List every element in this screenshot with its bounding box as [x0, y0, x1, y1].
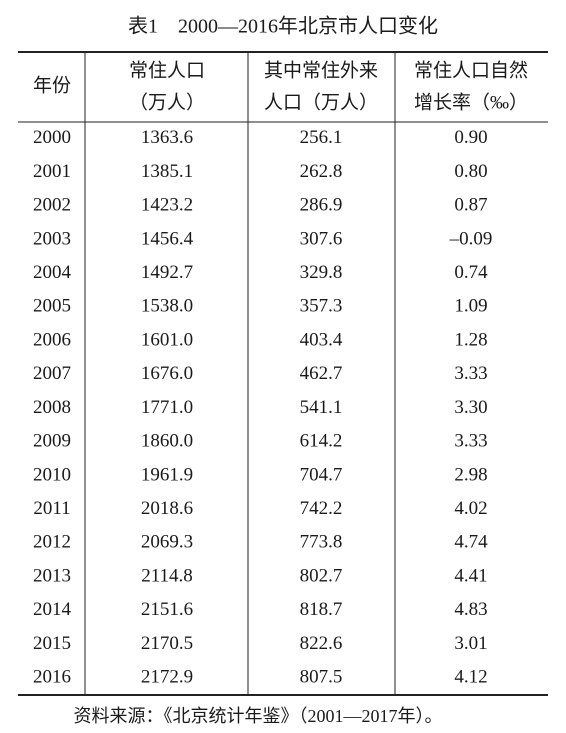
- year-cell: 2005: [33, 296, 71, 317]
- data-cell: 742.2: [300, 498, 343, 519]
- year-cell: 2007: [33, 363, 71, 384]
- year-cell: 2016: [33, 667, 71, 688]
- data-cell: 1.09: [454, 296, 487, 317]
- data-cell: 2018.6: [141, 498, 193, 519]
- data-cell: 1.28: [454, 329, 487, 350]
- data-cell: 818.7: [300, 599, 343, 620]
- data-cell: 1423.2: [141, 195, 193, 216]
- data-cell: 286.9: [300, 195, 343, 216]
- year-cell: 2001: [33, 161, 71, 182]
- data-cell: 807.5: [300, 667, 343, 688]
- header-cell: 常住人口自然: [414, 59, 528, 81]
- data-cell: 3.30: [454, 397, 487, 418]
- data-cell: 0.74: [454, 262, 488, 283]
- year-cell: 2011: [33, 498, 70, 519]
- data-cell: 704.7: [300, 464, 343, 485]
- year-cell: 2013: [33, 565, 71, 586]
- data-cell: 614.2: [300, 431, 343, 452]
- data-cell: 462.7: [300, 363, 343, 384]
- data-cell: –0.09: [449, 228, 493, 249]
- data-cell: 1492.7: [141, 262, 193, 283]
- data-cell: 3.01: [454, 633, 487, 654]
- data-cell: 1385.1: [141, 161, 193, 182]
- year-cell: 2002: [33, 195, 71, 216]
- data-cell: 773.8: [300, 532, 343, 553]
- header-cell: 增长率（‰）: [414, 91, 528, 113]
- year-cell: 2014: [33, 599, 72, 620]
- header-cell: 其中常住外来: [264, 59, 378, 81]
- data-cell: 256.1: [300, 127, 343, 148]
- year-cell: 2009: [33, 431, 71, 452]
- data-cell: 0.87: [454, 195, 487, 216]
- header-cell: 常住人口: [129, 59, 205, 81]
- year-cell: 2015: [33, 633, 71, 654]
- data-cell: 822.6: [300, 633, 343, 654]
- header-cell: 人口（万人）: [264, 91, 378, 113]
- year-cell: 2004: [33, 262, 72, 283]
- data-cell: 0.80: [454, 161, 487, 182]
- data-cell: 262.8: [300, 161, 343, 182]
- data-cell: 541.1: [300, 397, 343, 418]
- year-cell: 2008: [33, 397, 71, 418]
- data-cell: 1538.0: [141, 296, 193, 317]
- source-note: 资料来源：《北京统计年鉴》（2001—2017年）。: [74, 706, 443, 726]
- data-cell: 1601.0: [141, 329, 193, 350]
- data-cell: 307.6: [300, 228, 343, 249]
- data-cell: 4.02: [454, 498, 487, 519]
- data-cell: 329.8: [300, 262, 343, 283]
- table-title: 表1 2000—2016年北京市人口变化: [128, 15, 438, 38]
- data-cell: 4.83: [454, 599, 487, 620]
- data-cell: 4.74: [454, 532, 488, 553]
- data-cell: 1961.9: [141, 464, 193, 485]
- data-cell: 1363.6: [141, 127, 193, 148]
- data-cell: 4.12: [454, 667, 487, 688]
- data-cell: 2114.8: [141, 565, 193, 586]
- data-cell: 1771.0: [141, 397, 193, 418]
- data-cell: 3.33: [454, 363, 487, 384]
- data-cell: 1676.0: [141, 363, 193, 384]
- year-cell: 2003: [33, 228, 71, 249]
- data-cell: 3.33: [454, 431, 487, 452]
- year-cell: 2010: [33, 464, 71, 485]
- data-cell: 2069.3: [141, 532, 193, 553]
- data-cell: 2.98: [454, 464, 487, 485]
- data-cell: 1860.0: [141, 431, 193, 452]
- data-cell: 0.90: [454, 127, 487, 148]
- year-cell: 2006: [33, 329, 71, 350]
- data-cell: 357.3: [300, 296, 343, 317]
- data-cell: 2151.6: [141, 599, 193, 620]
- data-cell: 403.4: [300, 329, 343, 350]
- data-cell: 2170.5: [141, 633, 193, 654]
- data-cell: 2172.9: [141, 667, 193, 688]
- header-cell: 年份: [33, 74, 71, 96]
- year-cell: 2000: [33, 127, 71, 148]
- data-cell: 4.41: [454, 565, 487, 586]
- data-cell: 1456.4: [141, 228, 194, 249]
- year-cell: 2012: [33, 532, 71, 553]
- data-cell: 802.7: [300, 565, 343, 586]
- header-cell: （万人）: [129, 91, 205, 113]
